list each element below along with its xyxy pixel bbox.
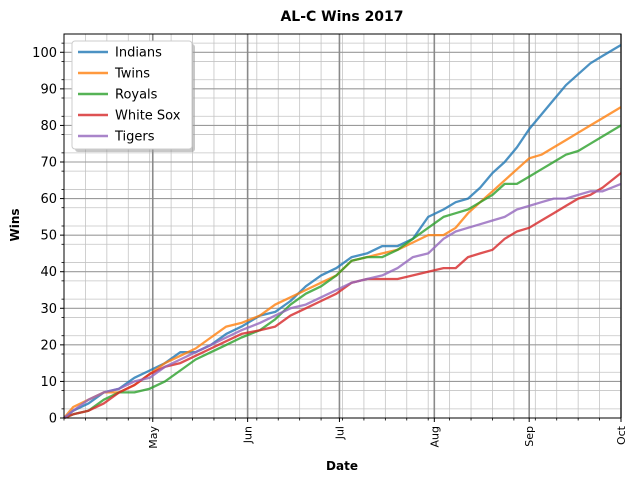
y-tick-label: 20 [40, 338, 57, 353]
x-tick-label: Oct [615, 425, 628, 445]
legend-label: Royals [115, 88, 158, 103]
x-tick-label: May [147, 426, 160, 449]
chart-title: AL-C Wins 2017 [280, 9, 403, 25]
x-tick-label: Aug [428, 426, 441, 447]
y-tick-label: 70 [40, 156, 57, 171]
y-tick-label: 60 [40, 192, 57, 207]
x-tick-label: Jun [242, 426, 255, 444]
x-tick-label: Sep [523, 426, 536, 447]
x-tick-label: Jul [333, 426, 346, 440]
y-tick-label: 40 [40, 265, 57, 280]
y-tick-label: 0 [49, 412, 57, 427]
y-tick-label: 10 [40, 375, 57, 390]
y-tick-label: 80 [40, 119, 57, 134]
series-line-tigers [63, 182, 622, 419]
x-axis-label: Date [326, 459, 358, 473]
series-line-indians [63, 44, 622, 419]
y-tick-label: 90 [40, 82, 57, 97]
axes-frame [63, 33, 622, 419]
y-tick-label: 100 [32, 46, 57, 61]
y-axis-label: Wins [8, 208, 22, 241]
legend-label: Indians [115, 46, 162, 61]
legend-box [71, 40, 193, 150]
legend-label: Twins [114, 67, 150, 82]
y-tick-label: 30 [40, 302, 57, 317]
legend-label: White Sox [115, 109, 181, 124]
y-tick-label: 50 [40, 229, 57, 244]
legend-label: Tigers [114, 130, 155, 145]
series-line-royals [63, 124, 622, 420]
plot-area: 0 10 20 30 40 50 60 70 80 90 100 May Jun Jul Aug Sep Oct… [32, 33, 628, 449]
